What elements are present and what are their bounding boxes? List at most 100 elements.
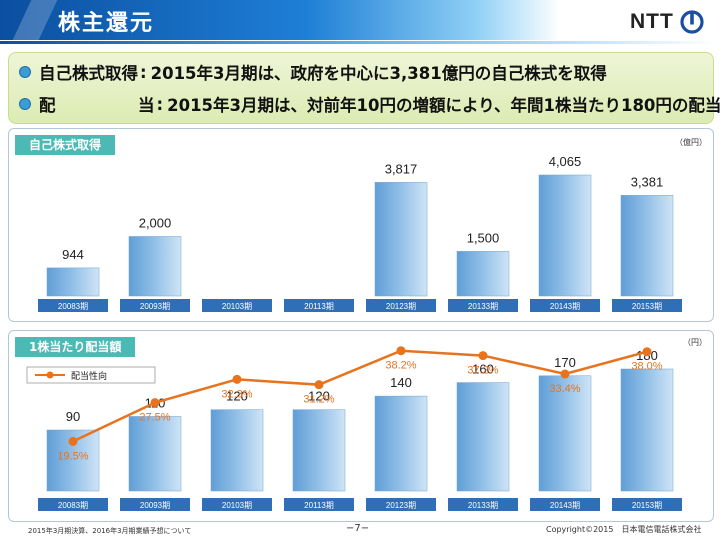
summary-row-buyback: 自己株式取得 : 2015年3月期は、政府を中心に3,381億円の自己株式を取得 [19, 59, 607, 85]
header-divider [0, 41, 720, 44]
payout-ratio-label: 38.2% [385, 360, 416, 372]
legend-box [26, 366, 156, 384]
category-box [530, 299, 600, 312]
bar-value-label: 4,065 [549, 154, 582, 169]
category-label: 20123期 [386, 302, 416, 311]
category-box [284, 498, 354, 511]
title-bar: 株主還元 [0, 0, 560, 40]
bar [620, 195, 674, 297]
category-label: 20153期 [632, 302, 662, 311]
bar-value-label: 90 [66, 409, 80, 424]
dividend-panel: 1株当たり配当額 （円） 9020083期11020093期12020103期1… [8, 330, 714, 522]
bar-value-label: 120 [226, 389, 248, 404]
bar [538, 174, 592, 297]
bullet-icon [19, 98, 31, 110]
category-label: 20093期 [140, 302, 170, 311]
payout-ratio-point [150, 398, 160, 408]
category-box [120, 498, 190, 511]
category-label: 20103期 [222, 302, 252, 311]
bar [46, 267, 100, 297]
category-label: 20083期 [58, 302, 88, 311]
dividend-tag: 1株当たり配当額 [15, 337, 136, 357]
category-label: 20143期 [550, 501, 580, 510]
category-box [366, 498, 436, 511]
bar [620, 368, 674, 492]
category-label: 20143期 [550, 302, 580, 311]
summary-label: 自己株式取得 [39, 64, 138, 83]
bar [128, 236, 182, 297]
bar-value-label: 2,000 [139, 215, 172, 230]
bar [374, 182, 428, 297]
summary-colon: : [156, 94, 164, 114]
bar-value-label: 120 [308, 389, 330, 404]
category-label: 20103期 [222, 501, 252, 510]
dividend-unit: （円） [683, 338, 707, 347]
bar-value-label: 140 [390, 375, 412, 390]
page-title: 株主還元 [58, 11, 155, 36]
payout-ratio-label: 37.2% [467, 365, 498, 377]
legend-label: 配当性向 [71, 370, 107, 381]
footer-note: 2015年3月期決算、2016年3月期業績予想について [28, 527, 192, 535]
category-box [202, 498, 272, 511]
buyback-unit: （億円） [675, 138, 707, 147]
payout-ratio-label: 33.4% [549, 383, 580, 395]
category-label: 20113期 [304, 501, 334, 510]
logo-text: NTT [630, 10, 674, 33]
category-label: 20083期 [58, 501, 88, 510]
payout-ratio-point [478, 351, 488, 361]
category-box [612, 299, 682, 312]
summary-text: 2015年3月期は、対前年10円の増額により、年間1株当たり180円の配当 [167, 96, 720, 115]
bar [456, 251, 510, 297]
bar [210, 409, 264, 492]
category-box [120, 299, 190, 312]
bar [292, 409, 346, 492]
ntt-logo-icon [680, 10, 704, 34]
bar-value-label: 170 [554, 355, 576, 370]
payout-ratio-label: 31.2% [303, 394, 334, 406]
bar-value-label: 1,500 [467, 230, 500, 245]
bar-value-label: 3,381 [631, 174, 664, 189]
payout-ratio-label: 32.3% [221, 388, 252, 400]
category-box [284, 299, 354, 312]
category-box [38, 498, 108, 511]
bar [456, 382, 510, 492]
category-box [612, 498, 682, 511]
summary-row-dividend: 配 当 : 2015年3月期は、対前年10円の増額により、年間1株当たり180円… [19, 91, 720, 117]
category-label: 20153期 [632, 501, 662, 510]
category-box [530, 498, 600, 511]
payout-ratio-point [314, 380, 324, 390]
summary-label: 配 当 [39, 96, 155, 115]
category-label: 20093期 [140, 501, 170, 510]
category-box [448, 498, 518, 511]
bar-value-label: 160 [472, 362, 494, 377]
legend-marker-icon [46, 371, 54, 379]
category-box [366, 299, 436, 312]
category-label: 20123期 [386, 501, 416, 510]
bar [374, 395, 428, 492]
title-stripe [12, 0, 58, 40]
summary-text: 2015年3月期は、政府を中心に3,381億円の自己株式を取得 [150, 64, 607, 83]
payout-ratio-label: 38.0% [631, 361, 662, 373]
buyback-tag: 自己株式取得 [15, 135, 116, 155]
bullet-icon [19, 66, 31, 78]
bar-value-label: 944 [62, 247, 84, 262]
category-box [448, 299, 518, 312]
category-box [38, 299, 108, 312]
payout-ratio-point [68, 436, 78, 446]
dividend-chart: 9020083期11020093期12020103期12020113期14020… [26, 346, 682, 511]
category-label: 20133期 [468, 501, 498, 510]
payout-ratio-point [396, 346, 406, 356]
copyright: Copyright©2015 日本電信電話株式会社 [546, 525, 702, 534]
payout-ratio-label: 27.5% [139, 412, 170, 424]
category-label: 20113期 [304, 302, 334, 311]
ntt-logo: NTT [630, 8, 704, 36]
payout-ratio-label: 19.5% [57, 450, 88, 462]
page-number: −7− [346, 523, 370, 534]
payout-ratio-point [232, 374, 242, 384]
payout-ratio-line [72, 349, 648, 443]
buyback-panel: 自己株式取得 （億円） 944 20083期 2,000 20093期 20103期 20… [8, 128, 714, 322]
category-label: 20133期 [468, 302, 498, 311]
bar-value-label: 3,817 [385, 161, 418, 176]
payout-ratio-point [642, 347, 652, 357]
summary-colon: : [140, 62, 147, 82]
